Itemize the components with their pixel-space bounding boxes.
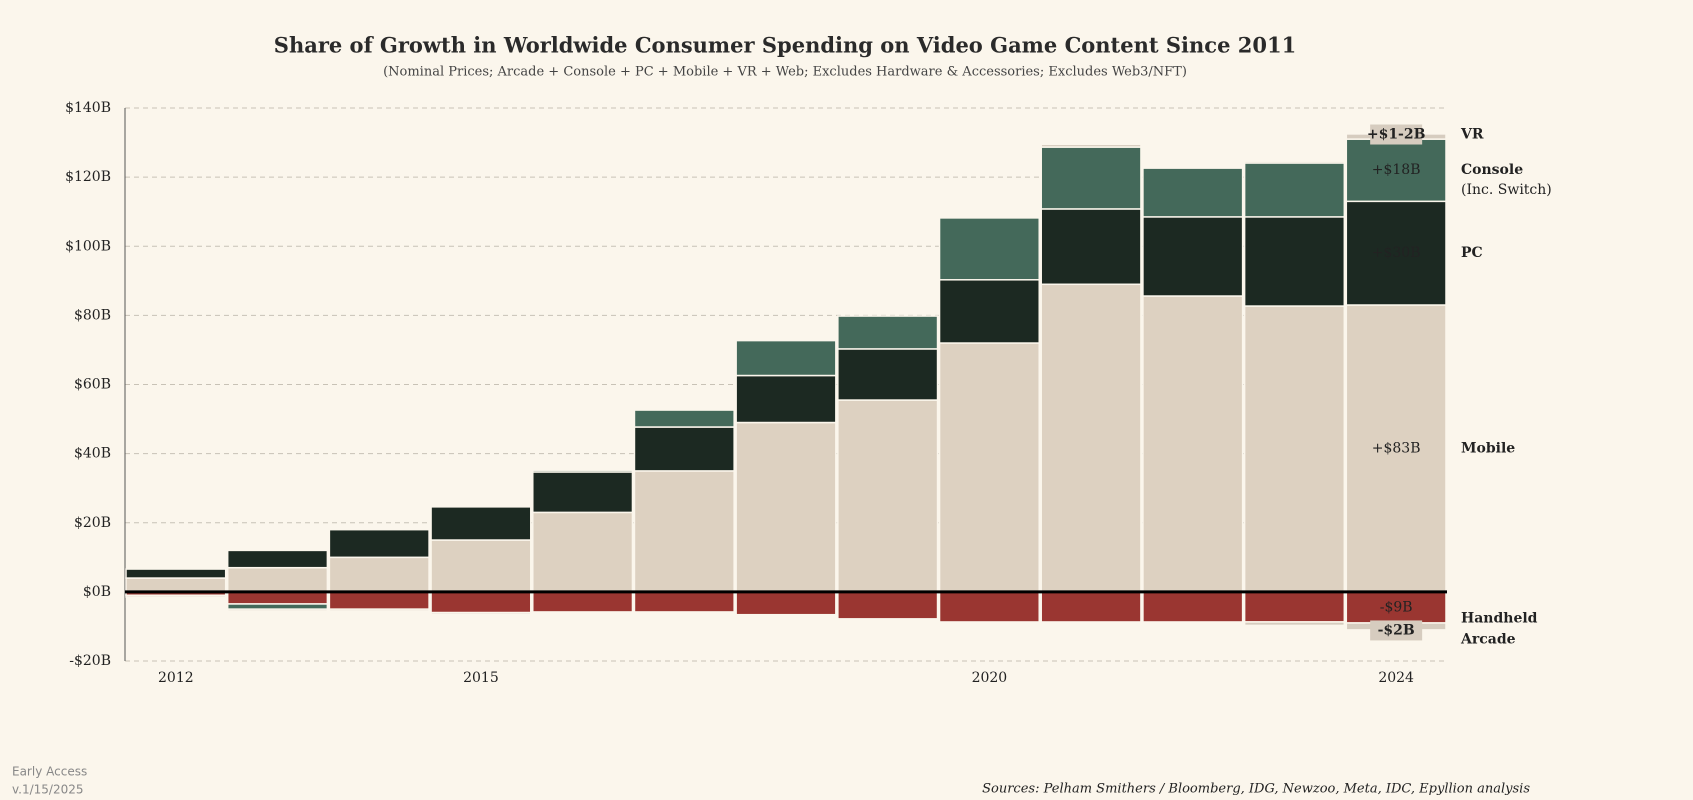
bar-segment: [430, 506, 532, 541]
bar-segment: [532, 469, 634, 473]
bar-segment: [125, 594, 227, 598]
x-tick-label: 2015: [463, 670, 499, 686]
chart-title: Share of Growth in Worldwide Consumer Sp…: [274, 33, 1296, 58]
bar-segment: [1345, 138, 1447, 203]
y-tick-label: -$20B: [69, 653, 111, 669]
bar-segment: [226, 591, 329, 605]
bar-segment: [328, 556, 430, 593]
data-label: +$30B: [1372, 245, 1421, 261]
bar-segment: [1243, 160, 1346, 164]
y-tick-label: $80B: [74, 307, 111, 323]
data-label: -$2B: [1378, 622, 1415, 638]
bar-segment: [1243, 621, 1346, 627]
bar-segment: [328, 608, 430, 612]
series-label: PC: [1461, 245, 1483, 261]
bar-segment: [1345, 591, 1447, 624]
bar-segment: [1142, 591, 1244, 623]
bar-segment: [735, 421, 837, 593]
y-tick-label: $40B: [74, 446, 111, 462]
bar-segment: [430, 611, 532, 616]
bar-segment: [226, 608, 329, 612]
bar-segment: [226, 603, 329, 610]
bar-segment: [226, 566, 329, 593]
y-tick-label: $0B: [83, 584, 111, 600]
y-tick-label: $60B: [74, 377, 111, 393]
data-label: +$1-2B: [1367, 127, 1426, 143]
x-tick-label: 2024: [1378, 670, 1414, 686]
y-tick-label: $20B: [74, 515, 111, 531]
bar-segment: [735, 339, 837, 377]
bar-segment: [837, 315, 939, 350]
bar-segment: [938, 342, 1040, 593]
bar-segment: [1243, 216, 1346, 307]
badge: Early Access: [12, 765, 87, 779]
series-note: (Inc. Switch): [1461, 182, 1552, 198]
bar-segment: [1243, 162, 1346, 218]
label-box: [1370, 620, 1423, 641]
bar-segment: [633, 426, 735, 472]
bar-segment: [938, 591, 1040, 623]
y-tick-label: $140B: [65, 100, 111, 116]
series-label: Handheld: [1461, 610, 1538, 626]
bar-segment: [125, 568, 227, 579]
source: Sources: Pelham Smithers / Bloomberg, ID…: [982, 782, 1530, 797]
bar-segment: [430, 539, 532, 593]
y-tick-label: $100B: [65, 238, 111, 254]
bar-segment: [633, 591, 735, 613]
bar-segment: [1040, 146, 1142, 210]
bar-segment: [1142, 295, 1244, 593]
bar-segment: [1243, 591, 1346, 623]
bar-segment: [532, 471, 634, 514]
bar-segment: [938, 217, 1040, 281]
version: v.1/15/2025: [12, 783, 84, 797]
series-label: Arcade: [1460, 631, 1516, 647]
x-tick-label: 2020: [972, 670, 1008, 686]
bar-segment: [1345, 304, 1447, 593]
bar-segment: [1142, 216, 1244, 297]
x-tick-label: 2012: [158, 670, 194, 686]
data-label: -$9B: [1380, 599, 1413, 615]
bar-segment: [226, 549, 329, 569]
bar-segment: [1040, 283, 1142, 593]
bar-segment: [735, 374, 837, 424]
data-label: +$83B: [1372, 440, 1421, 456]
series-label: VR: [1460, 127, 1484, 143]
bar-segment: [633, 470, 735, 593]
series-label: Mobile: [1461, 440, 1515, 456]
bar-segment: [328, 591, 430, 610]
chart-subtitle: (Nominal Prices; Arcade + Console + PC +…: [383, 65, 1187, 80]
bar-segment: [328, 528, 430, 559]
bar-segment: [532, 591, 634, 613]
bar-segment: [1040, 591, 1142, 623]
bar-segment: [735, 591, 837, 616]
bar-segment: [1040, 143, 1142, 148]
bar-segment: [430, 591, 532, 614]
bar-segment: [837, 591, 939, 620]
bar-segment: [633, 409, 735, 428]
y-tick-label: $120B: [65, 169, 111, 185]
label-box: [1370, 124, 1423, 145]
bar-segment: [938, 279, 1040, 344]
bar-segment: [532, 511, 634, 593]
bar-segment: [837, 399, 939, 593]
bar-segment: [1040, 208, 1142, 286]
bar-segment: [125, 577, 227, 593]
bar-segment: [1142, 167, 1244, 218]
series-label: Console: [1461, 162, 1523, 178]
bar-segment: [1243, 305, 1346, 593]
bar-segment: [837, 348, 939, 401]
data-label: +$18B: [1372, 162, 1421, 178]
